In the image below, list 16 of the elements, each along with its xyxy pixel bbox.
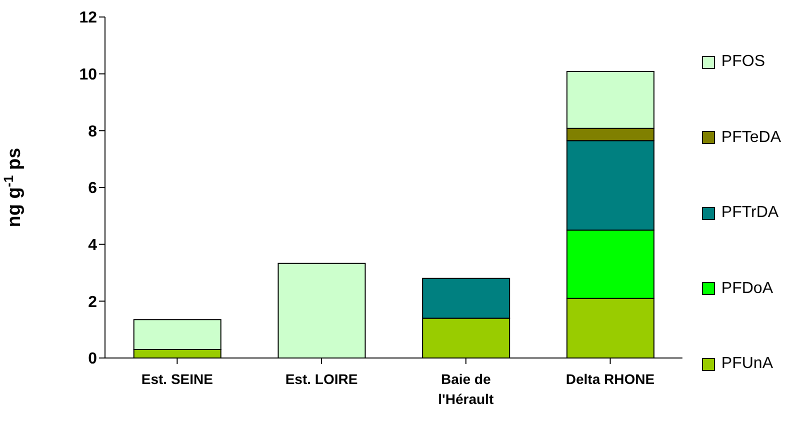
y-tick-label: 4	[88, 237, 98, 254]
y-tick-label: 2	[88, 294, 98, 311]
y-tick-label: 8	[88, 123, 98, 140]
x-tick-label: Est. LOIRE	[285, 371, 358, 387]
legend-label: PFOS	[721, 53, 765, 71]
y-tick-label: 6	[88, 180, 98, 198]
legend-label: PFTrDA	[721, 204, 779, 222]
legend-label: PFDoA	[721, 280, 773, 298]
legend-label: PFTeDA	[721, 128, 781, 146]
x-tick-label: Baie de l'Hérault	[438, 371, 494, 407]
y-tick-label: 10	[79, 66, 98, 84]
legend-label: PFUnA	[721, 355, 773, 373]
x-tick-label: Delta RHONE	[566, 371, 655, 387]
x-tick-label: Est. SEINE	[141, 371, 213, 387]
y-tick-label: 0	[88, 350, 98, 368]
y-tick-label: 12	[79, 10, 98, 27]
